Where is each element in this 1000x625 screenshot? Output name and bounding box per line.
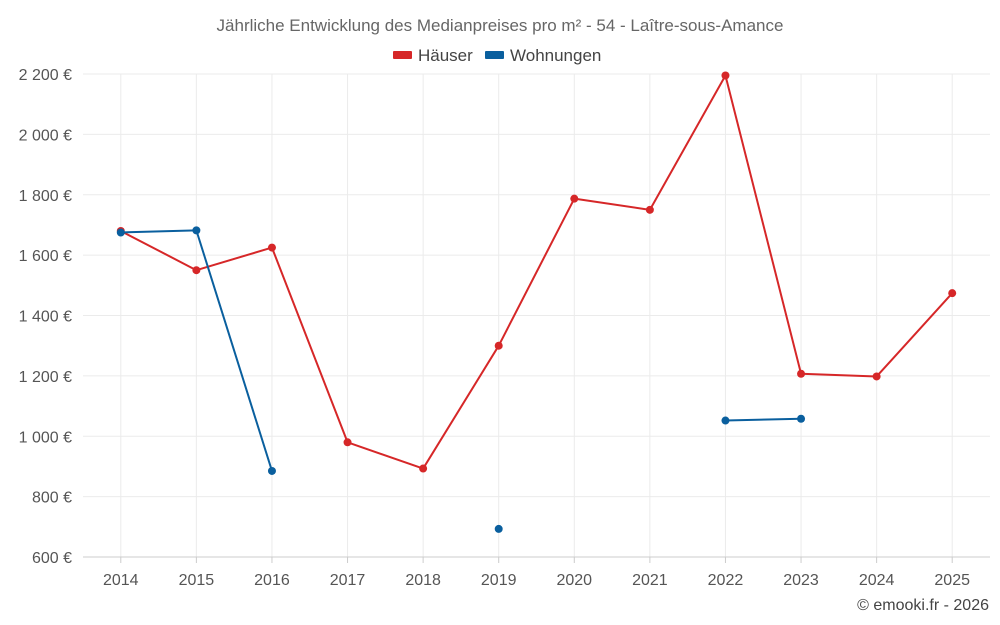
series-line-segment <box>725 417 802 422</box>
legend-label-haeuser: Häuser <box>418 46 473 65</box>
data-point[interactable] <box>645 205 654 214</box>
x-tick-label: 2014 <box>103 572 139 589</box>
data-point[interactable] <box>192 266 201 275</box>
data-point[interactable] <box>494 524 503 533</box>
data-point[interactable] <box>116 228 125 237</box>
series-line-segment <box>120 74 953 470</box>
data-point[interactable] <box>267 243 276 252</box>
x-tick-label: 2020 <box>556 572 592 589</box>
data-point[interactable] <box>192 226 201 235</box>
legend-label-wohnungen: Wohnungen <box>510 46 601 65</box>
data-point[interactable] <box>494 341 503 350</box>
data-point[interactable] <box>343 438 352 447</box>
x-tick-label: 2019 <box>481 572 517 589</box>
data-point[interactable] <box>872 372 881 381</box>
data-point[interactable] <box>419 464 428 473</box>
series-haeuser <box>116 71 957 473</box>
y-tick-label: 800 € <box>32 490 72 507</box>
legend-swatch-haeuser <box>393 51 412 59</box>
y-tick-label: 2 000 € <box>19 127 72 144</box>
chart-title: Jährliche Entwicklung des Medianpreises … <box>217 16 784 35</box>
y-tick-label: 2 200 € <box>19 67 72 84</box>
y-tick-label: 600 € <box>32 550 72 567</box>
axes: 600 € 800 € 1 000 € 1 200 € 1 400 € 1 600 € 1 … <box>19 67 990 589</box>
data-point[interactable] <box>570 194 579 203</box>
y-tick-label: 1 800 € <box>19 188 72 205</box>
data-point[interactable] <box>267 466 276 475</box>
y-tick-label: 1 000 € <box>19 429 72 446</box>
y-tick-label: 1 200 € <box>19 369 72 386</box>
data-point[interactable] <box>721 416 730 425</box>
data-point[interactable] <box>721 71 730 80</box>
legend-item-haeuser[interactable]: Häuser <box>393 46 473 65</box>
y-tick-label: 1 400 € <box>19 309 72 326</box>
data-point[interactable] <box>948 289 957 298</box>
x-tick-label: 2022 <box>708 572 744 589</box>
grid <box>83 73 990 558</box>
x-tick-label: 2024 <box>859 572 895 589</box>
x-tick-label: 2017 <box>330 572 366 589</box>
x-tick-label: 2021 <box>632 572 668 589</box>
series-layer <box>116 71 957 533</box>
x-tick-label: 2015 <box>179 572 215 589</box>
x-tick-label: 2023 <box>783 572 819 589</box>
data-point[interactable] <box>797 414 806 423</box>
legend-item-wohnungen[interactable]: Wohnungen <box>485 46 601 65</box>
x-tick-label: 2018 <box>405 572 441 589</box>
legend-swatch-wohnungen <box>485 51 504 59</box>
x-tick-label: 2025 <box>934 572 970 589</box>
data-point[interactable] <box>797 369 806 378</box>
legend: Häuser Wohnungen <box>393 46 601 65</box>
credit-text: © emooki.fr - 2026 <box>857 597 989 614</box>
series-wohnungen <box>116 226 806 533</box>
y-tick-label: 1 600 € <box>19 248 72 265</box>
x-tick-label: 2016 <box>254 572 290 589</box>
